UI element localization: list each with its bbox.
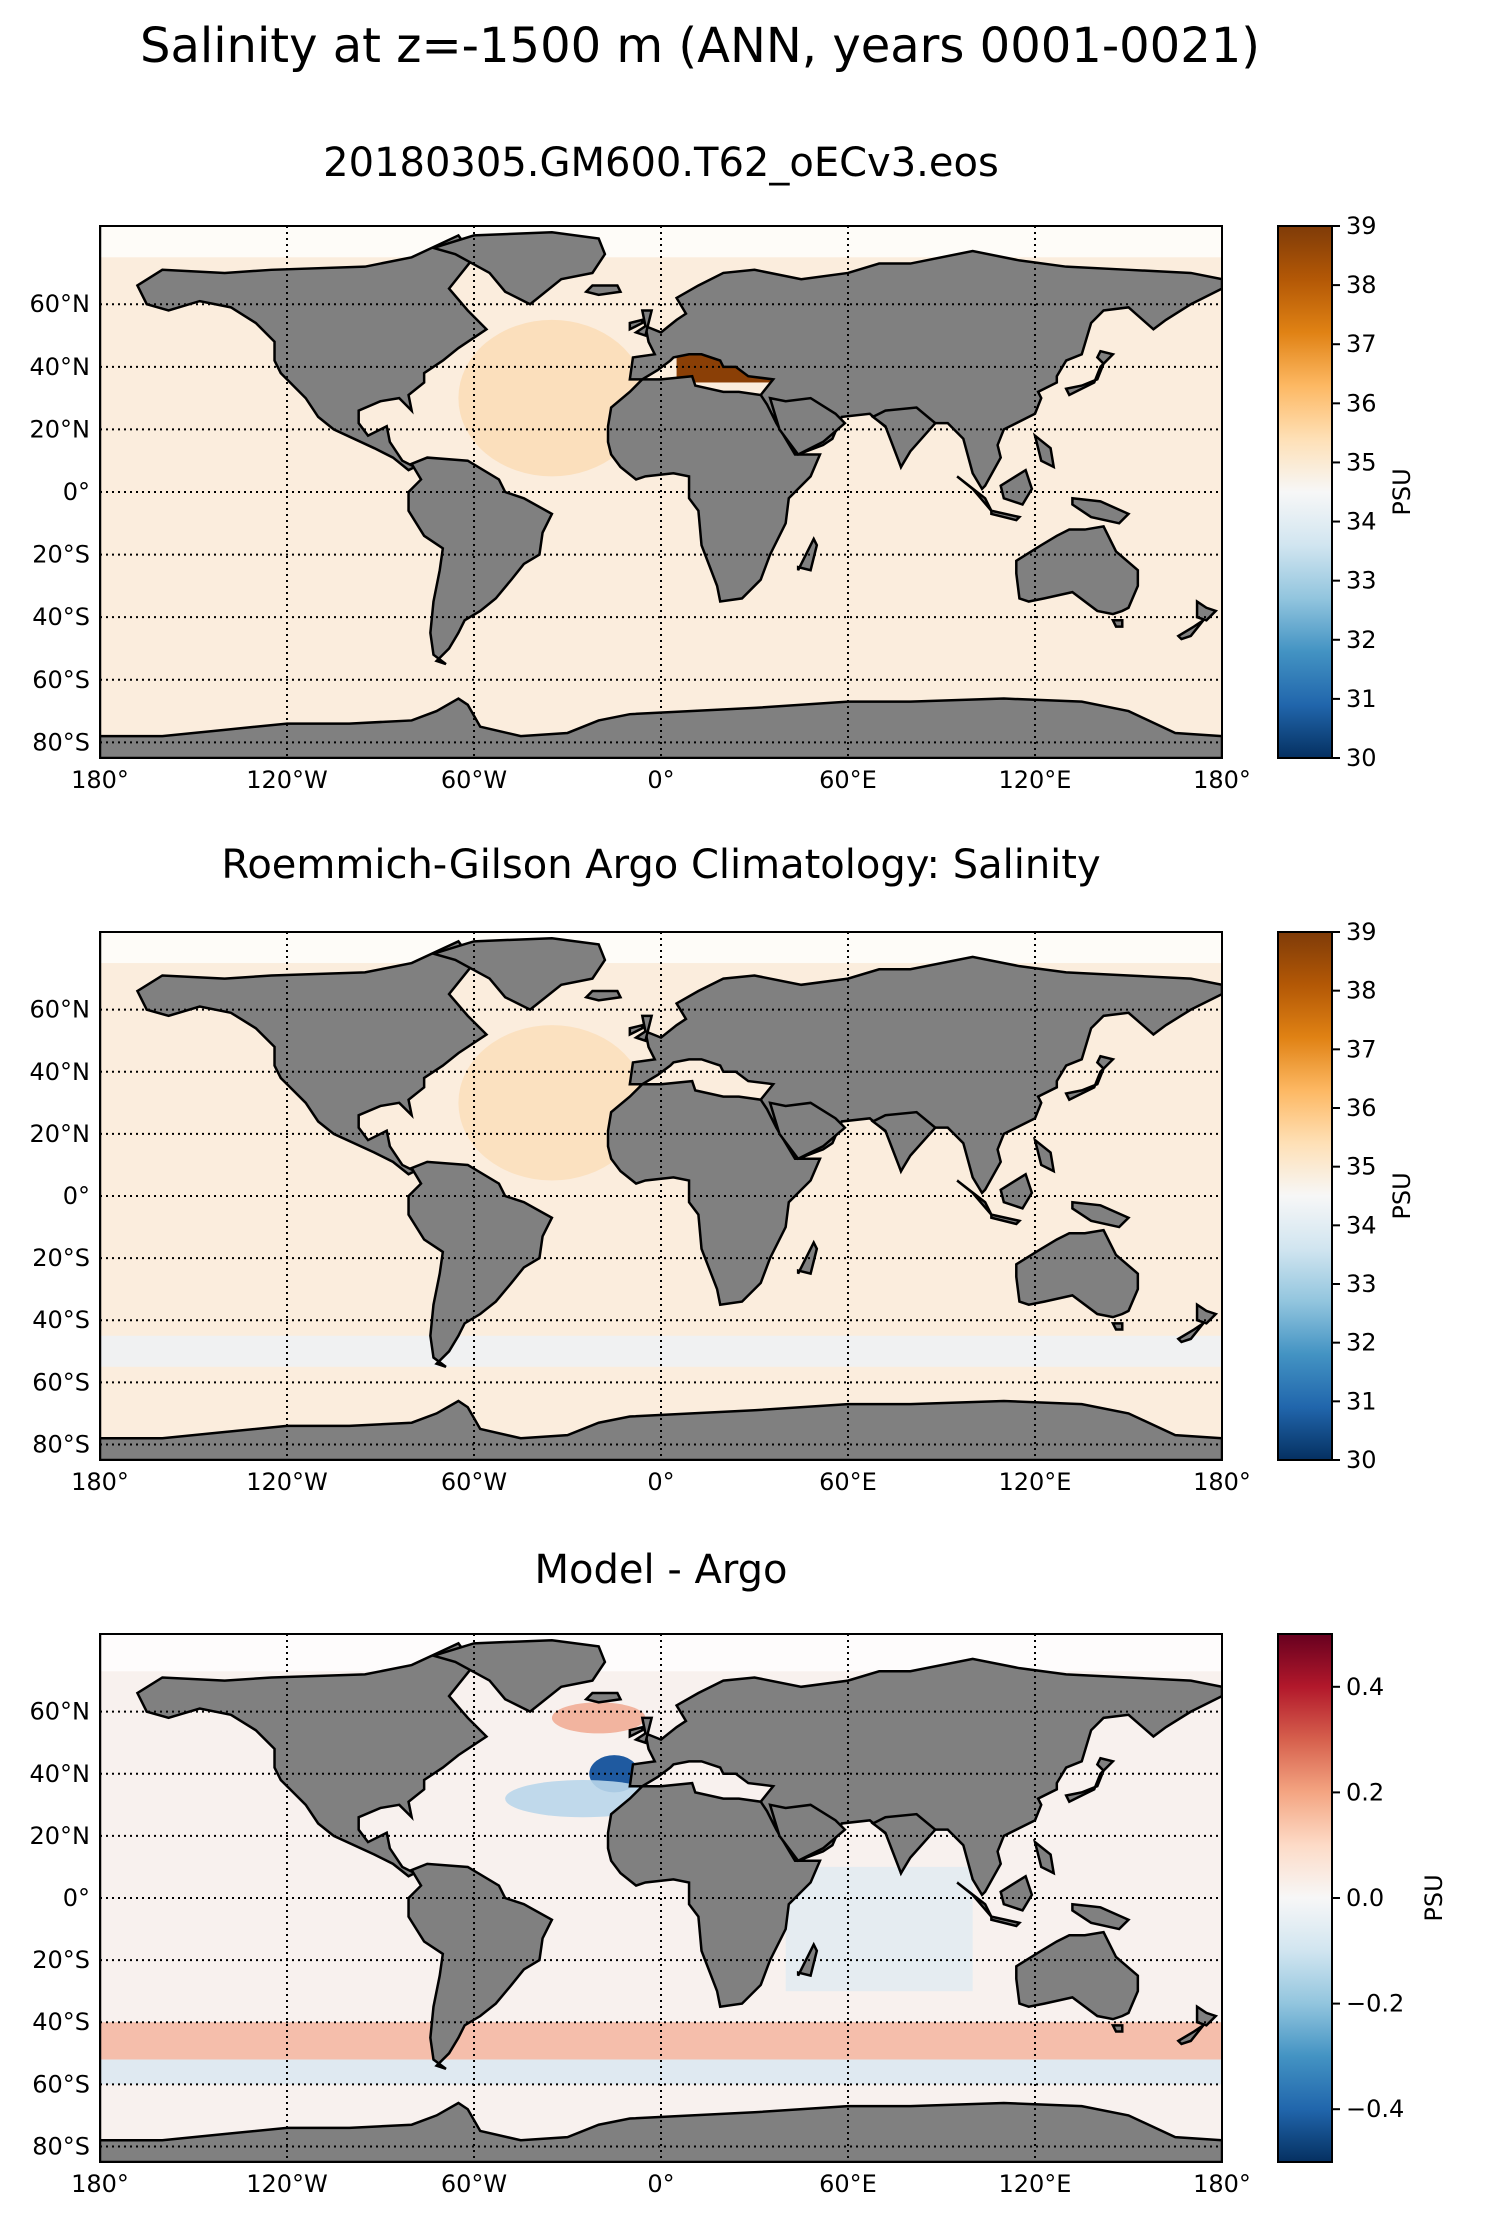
y-tick-label: 40°S bbox=[32, 603, 90, 631]
colorbar-tick-label: 0.4 bbox=[1346, 1673, 1384, 1701]
x-tick-label: 120°E bbox=[999, 1468, 1072, 1496]
colorbar-tick-label: 39 bbox=[1346, 212, 1377, 240]
y-tick-label: 60°S bbox=[32, 2070, 90, 2098]
y-tick-label: 80°S bbox=[32, 728, 90, 756]
colorbar: 30 31 32 33 34 35 36 37 38 39 PSU bbox=[1277, 212, 1416, 772]
colorbar-tick-label: 32 bbox=[1346, 1329, 1377, 1357]
panel-title: 20180305.GM600.T62_oECv3.eos bbox=[323, 140, 999, 186]
colorbar-tick-label: −0.4 bbox=[1346, 2095, 1404, 2123]
colorbar-label: PSU bbox=[1388, 1172, 1416, 1219]
x-tick-label: 60°W bbox=[441, 1468, 507, 1496]
x-tick-label: 180° bbox=[1193, 2170, 1251, 2198]
colorbar-tick-label: 31 bbox=[1346, 1387, 1377, 1415]
x-tick-label: 180° bbox=[71, 766, 129, 794]
map-frame bbox=[99, 225, 1223, 759]
colorbar-tick-label: 33 bbox=[1346, 1270, 1377, 1298]
y-tick-label: 60°N bbox=[30, 1698, 91, 1726]
y-tick-label: 40°N bbox=[30, 1058, 91, 1086]
y-tick-label: 40°S bbox=[32, 2008, 90, 2036]
x-tick-label: 120°W bbox=[246, 1468, 328, 1496]
map-panel-3: Model - Argo 180° 120°W 60°W 0° 60°E 120°E 180°… bbox=[30, 1547, 1449, 2198]
y-tick-label: 0° bbox=[63, 1884, 90, 1912]
gridlines bbox=[100, 226, 1222, 758]
y-tick-label: 20°N bbox=[30, 1822, 91, 1850]
x-tick-label: 120°E bbox=[999, 766, 1072, 794]
y-tick-label: 20°S bbox=[32, 1244, 90, 1272]
x-tick-label: 0° bbox=[647, 766, 674, 794]
x-tick-label: 180° bbox=[1193, 766, 1251, 794]
y-tick-label: 60°S bbox=[32, 1368, 90, 1396]
x-tick-label: 0° bbox=[647, 2170, 674, 2198]
colorbar-tick-label: 37 bbox=[1346, 330, 1377, 358]
gridlines bbox=[100, 1634, 1222, 2162]
y-tick-label: 60°N bbox=[30, 290, 91, 318]
y-tick-label: 40°N bbox=[30, 1760, 91, 1788]
colorbar: 30 31 32 33 34 35 36 37 38 39 PSU bbox=[1277, 918, 1416, 1474]
colorbar-tick-label: 30 bbox=[1346, 744, 1377, 772]
y-tick-label: 20°S bbox=[32, 541, 90, 569]
figure-title: Salinity at z=-1500 m (ANN, years 0001-0… bbox=[140, 18, 1260, 74]
field-bands bbox=[100, 932, 1222, 1367]
colorbar-tick-label: 37 bbox=[1346, 1035, 1377, 1063]
y-tick-label: 20°N bbox=[30, 415, 91, 443]
x-tick-label: 180° bbox=[1193, 1468, 1251, 1496]
colorbar-label: PSU bbox=[1388, 468, 1416, 515]
x-tick-label: 60°W bbox=[441, 766, 507, 794]
panel-title: Roemmich-Gilson Argo Climatology: Salini… bbox=[221, 842, 1100, 888]
y-tick-label: 80°S bbox=[32, 1430, 90, 1458]
y-tick-label: 40°S bbox=[32, 1306, 90, 1334]
y-tick-label: 60°S bbox=[32, 666, 90, 694]
y-tick-label: 0° bbox=[63, 478, 90, 506]
colorbar-tick-label: 36 bbox=[1346, 1094, 1377, 1122]
colorbar-tick-label: 35 bbox=[1346, 448, 1377, 476]
x-tick-label: 0° bbox=[647, 1468, 674, 1496]
colorbar-label: PSU bbox=[1420, 1874, 1448, 1921]
y-tick-label: 80°S bbox=[32, 2132, 90, 2160]
colorbar-tick-label: 35 bbox=[1346, 1153, 1377, 1181]
colorbar-gradient bbox=[1277, 225, 1333, 759]
x-tick-label: 120°W bbox=[246, 766, 328, 794]
map-frame bbox=[99, 1633, 1223, 2163]
colorbar-tick-label: 31 bbox=[1346, 685, 1377, 713]
colorbar-tick-label: 30 bbox=[1346, 1446, 1377, 1474]
colorbar: −0.4 −0.2 0.0 0.2 0.4 PSU bbox=[1277, 1633, 1448, 2163]
panel-title: Model - Argo bbox=[535, 1547, 788, 1593]
colorbar-tick-label: 39 bbox=[1346, 918, 1377, 946]
x-tick-label: 180° bbox=[71, 2170, 129, 2198]
x-tick-label: 60°E bbox=[819, 1468, 877, 1496]
colorbar-tick-label: 0.0 bbox=[1346, 1884, 1384, 1912]
y-tick-label: 40°N bbox=[30, 353, 91, 381]
colorbar-tick-label: 0.2 bbox=[1346, 1778, 1384, 1806]
x-tick-label: 60°E bbox=[819, 766, 877, 794]
y-tick-label: 20°N bbox=[30, 1120, 91, 1148]
colorbar-tick-label: 36 bbox=[1346, 389, 1377, 417]
y-tick-label: 60°N bbox=[30, 996, 91, 1024]
colorbar-tick-label: 34 bbox=[1346, 1211, 1377, 1239]
x-tick-label: 120°W bbox=[246, 2170, 328, 2198]
colorbar-tick-label: 38 bbox=[1346, 977, 1377, 1005]
x-tick-label: 120°E bbox=[999, 2170, 1072, 2198]
colorbar-tick-label: 38 bbox=[1346, 271, 1377, 299]
x-tick-label: 60°W bbox=[441, 2170, 507, 2198]
gridlines bbox=[100, 932, 1222, 1460]
panels: 20180305.GM600.T62_oECv3.eos 180° 120°W 60°… bbox=[30, 140, 1449, 2198]
y-tick-label: 0° bbox=[63, 1182, 90, 1210]
map-panel-2: Roemmich-Gilson Argo Climatology: Salini… bbox=[30, 842, 1417, 1496]
map-panel-1: 20180305.GM600.T62_oECv3.eos 180° 120°W 60°… bbox=[30, 140, 1417, 794]
map-frame bbox=[99, 931, 1223, 1461]
colorbar-gradient bbox=[1277, 1633, 1333, 2163]
land-mask bbox=[100, 226, 1222, 758]
land-mask bbox=[100, 932, 1222, 1460]
colorbar-tick-label: −0.2 bbox=[1346, 1990, 1404, 2018]
colorbar-tick-label: 34 bbox=[1346, 508, 1377, 536]
colorbar-tick-label: 33 bbox=[1346, 567, 1377, 595]
x-tick-label: 60°E bbox=[819, 2170, 877, 2198]
y-tick-label: 20°S bbox=[32, 1946, 90, 1974]
colorbar-tick-label: 32 bbox=[1346, 626, 1377, 654]
colorbar-gradient bbox=[1277, 931, 1333, 1461]
x-tick-label: 180° bbox=[71, 1468, 129, 1496]
